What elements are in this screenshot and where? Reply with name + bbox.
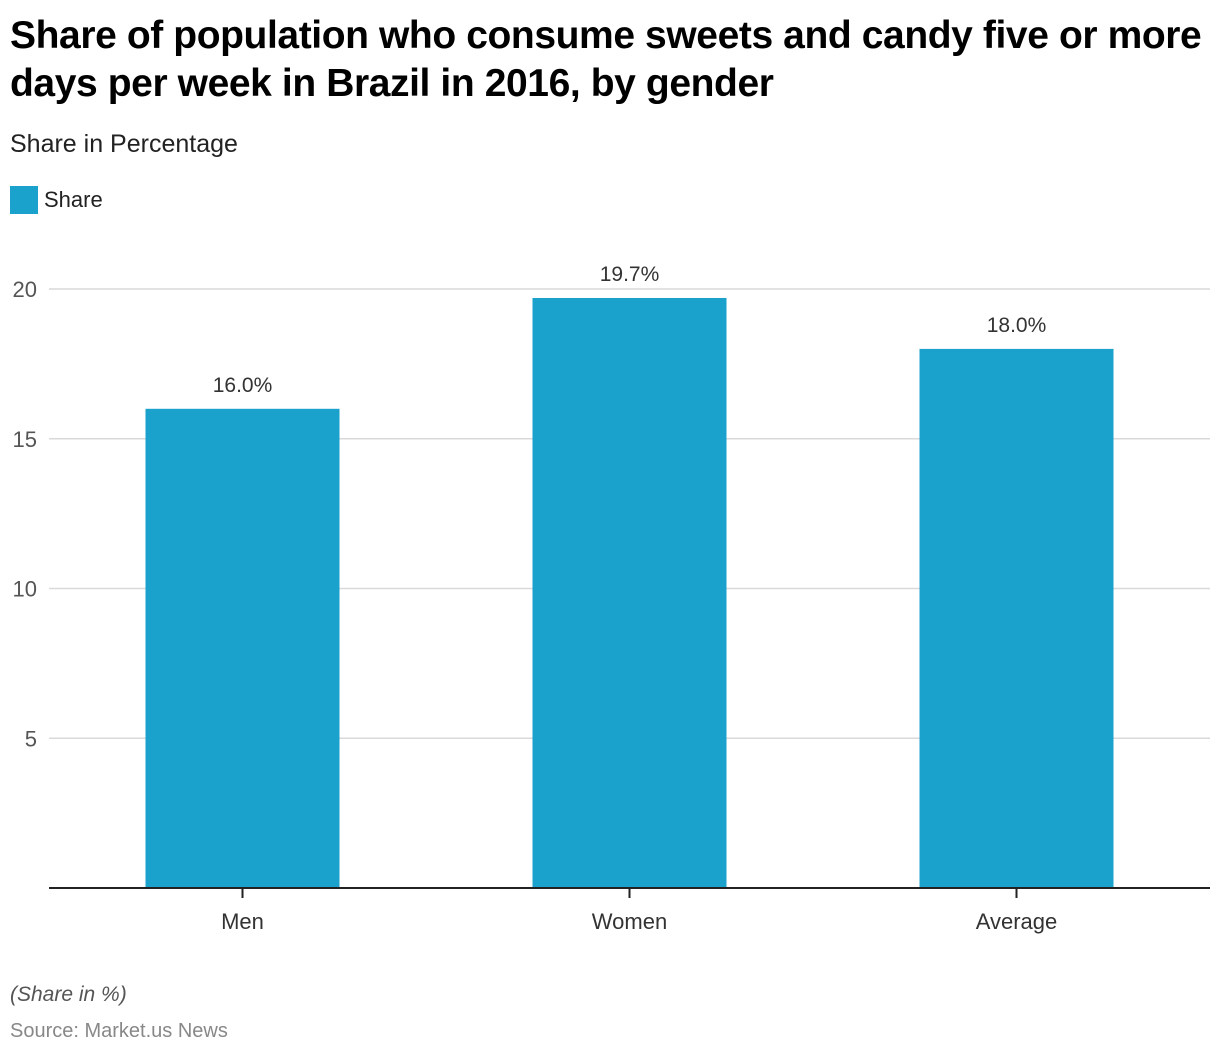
bar-value-label: 16.0% [213, 374, 273, 397]
bar-value-label: 19.7% [600, 263, 660, 286]
bar-women [532, 297, 727, 888]
y-tick-label: 15 [13, 427, 37, 452]
legend: Share [10, 186, 103, 214]
chart-title: Share of population who consume sweets a… [10, 14, 1202, 105]
bar-value-labels: 16.0% 19.7% 18.0% [213, 263, 1047, 397]
bars [145, 297, 1114, 888]
footnote: (Share in %) [10, 983, 127, 1006]
legend-label: Share [44, 187, 103, 212]
bar-average [919, 348, 1114, 888]
x-tick-label: Women [592, 909, 667, 934]
x-axis-ticks [241, 888, 1018, 898]
y-tick-label: 10 [13, 577, 37, 602]
chart-subtitle: Share in Percentage [10, 130, 238, 158]
x-tick-label: Men [221, 909, 264, 934]
y-tick-label: 20 [13, 277, 37, 302]
x-axis-labels: Men Women Average [221, 909, 1057, 934]
bar-value-label: 18.0% [987, 314, 1047, 337]
source-label: Source: Market.us News [10, 1020, 228, 1042]
x-tick-label: Average [976, 909, 1058, 934]
bar-men [145, 408, 340, 888]
y-axis-labels: 5 10 15 20 [13, 277, 37, 751]
y-tick-label: 5 [25, 726, 37, 751]
legend-swatch [10, 186, 38, 214]
